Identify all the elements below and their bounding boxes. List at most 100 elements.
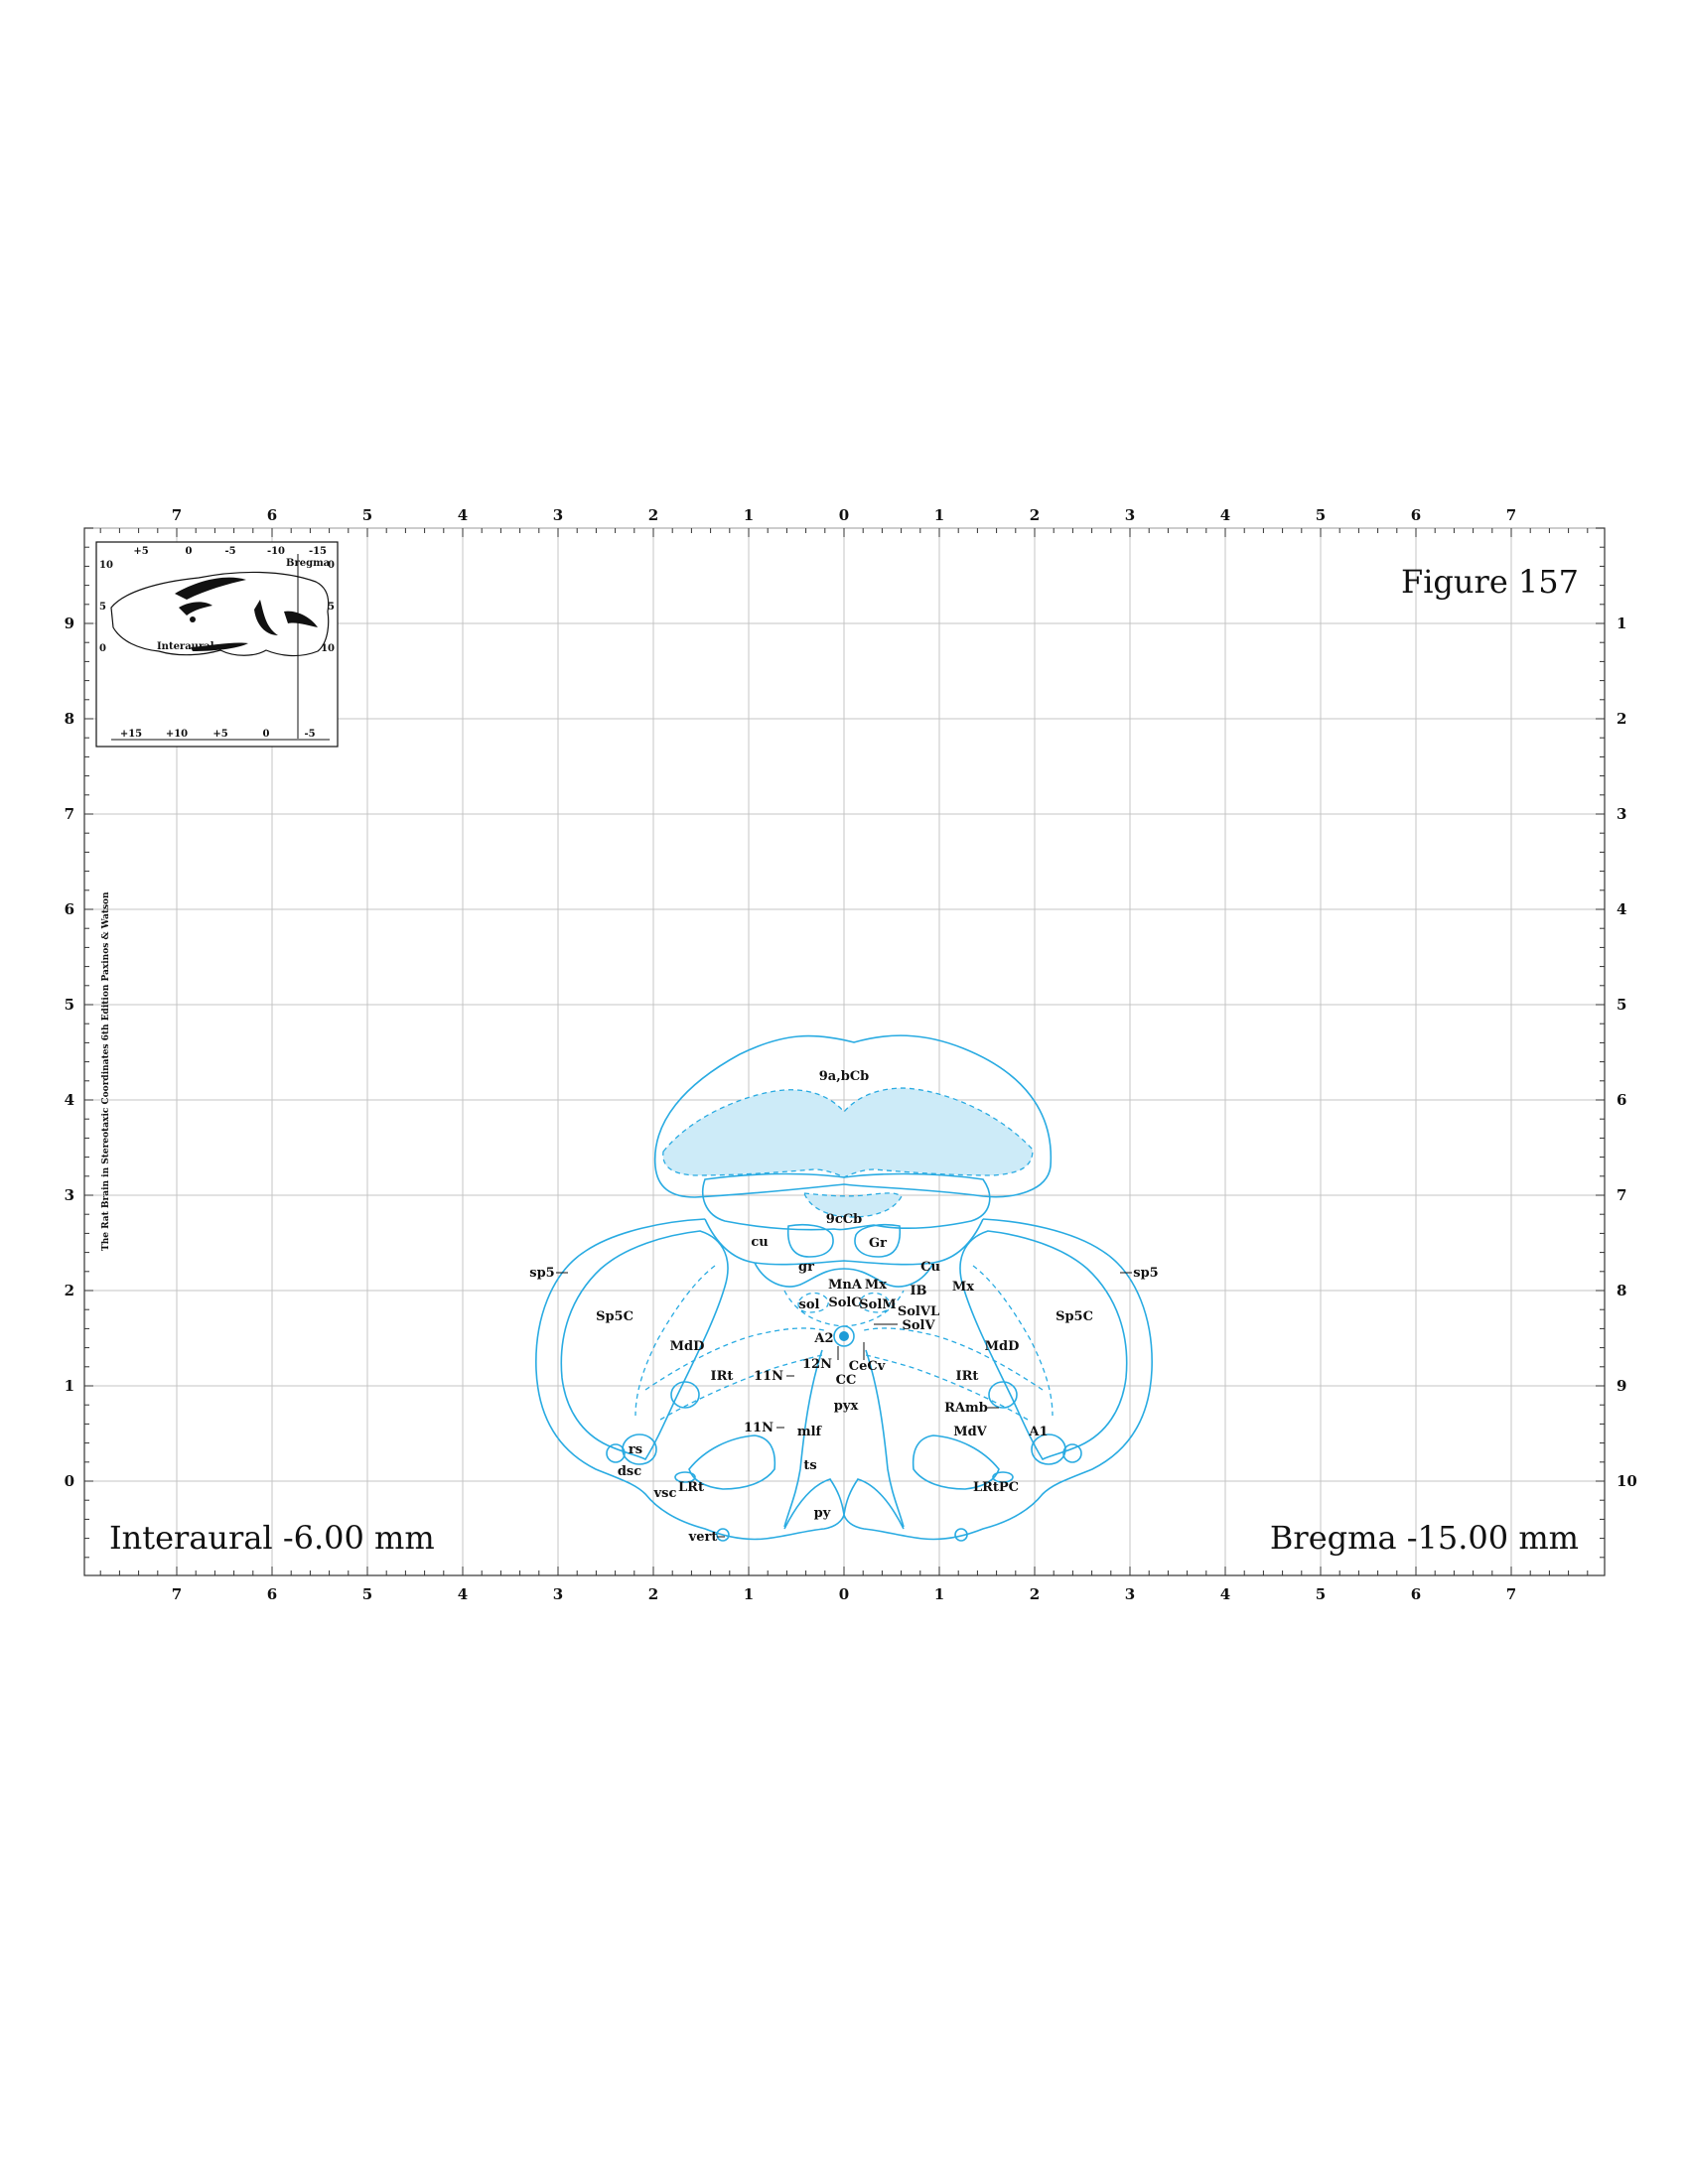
x-tick-bottom: 7 [1506, 1585, 1516, 1603]
dorsal-columns-outline [704, 1218, 984, 1266]
label-pyx: pyx [834, 1399, 859, 1414]
label-gr-nucleus: Gr [869, 1236, 887, 1251]
mdv-left-zone [688, 1434, 776, 1490]
y-tick-right: 10 [1617, 1472, 1637, 1490]
label-solc: SolC [828, 1296, 861, 1310]
cerebellum-9ab-outline [653, 1034, 1053, 1198]
irt-left-upper [644, 1327, 825, 1391]
label-ramb: RAmb [944, 1401, 988, 1416]
inset-left-tick: 5 [99, 602, 106, 613]
x-tick-bottom: 4 [1220, 1585, 1230, 1603]
y-tick-right: 6 [1617, 1091, 1626, 1109]
label-cc: CC [836, 1373, 857, 1388]
label-9c-cb: 9cCb [826, 1212, 862, 1227]
cerebellum-9c-white-matter [803, 1192, 903, 1218]
label-a1: A1 [1028, 1425, 1048, 1439]
inset-left-tick: 0 [99, 643, 106, 654]
x-tick-top: 3 [1125, 506, 1135, 524]
x-tick-bottom: 4 [458, 1585, 468, 1603]
inset-bottom-tick: +10 [166, 729, 188, 740]
inset-top-tick: -15 [309, 546, 327, 557]
label-a2: A2 [813, 1331, 833, 1346]
x-tick-top: 6 [1411, 506, 1421, 524]
x-tick-top: 3 [553, 506, 563, 524]
label-cu: cu [751, 1235, 768, 1250]
y-tick-left: 5 [65, 996, 74, 1014]
x-tick-bottom: 3 [553, 1585, 563, 1603]
x-tick-top: 7 [172, 506, 182, 524]
y-tick-left: 1 [65, 1377, 74, 1395]
midline-right [865, 1349, 905, 1528]
label-gr-tract: gr [798, 1260, 814, 1275]
midline-left [783, 1349, 823, 1528]
irt-left-lower [659, 1354, 823, 1421]
lrtpc-oval [992, 1471, 1014, 1483]
x-tick-top: 7 [1506, 506, 1516, 524]
label-mx-mid: Mx [865, 1278, 887, 1293]
label-sol: sol [799, 1297, 820, 1312]
inset-top-tick: 0 [186, 546, 193, 557]
rs-circle-left [622, 1433, 657, 1465]
sagittal-inset: +5 0 -5 -10 -15 +15 +10 +5 0 -5 10 5 0 0 5 10 Interaura… [95, 541, 339, 748]
label-irt-left: IRt [711, 1369, 734, 1384]
x-tick-bottom: 1 [744, 1585, 754, 1603]
label-irt-right: IRt [956, 1369, 979, 1384]
rs-circle-right [1031, 1433, 1066, 1465]
y-tick-right: 8 [1617, 1282, 1626, 1299]
label-sp5c-left: Sp5C [596, 1309, 633, 1324]
y-tick-left: 0 [65, 1472, 74, 1490]
inset-top-tick: -10 [267, 546, 285, 557]
label-ts: ts [803, 1458, 816, 1473]
inset-bottom-tick: -5 [304, 729, 315, 740]
x-tick-top: 5 [362, 506, 372, 524]
label-12n: 12N [802, 1357, 832, 1372]
y-tick-left: 9 [65, 614, 74, 632]
vert-circle-right [954, 1528, 968, 1542]
label-mx-right: Mx [952, 1280, 974, 1295]
y-tick-left: 7 [65, 805, 74, 823]
x-tick-top: 0 [839, 506, 849, 524]
x-tick-top: 1 [744, 506, 754, 524]
x-tick-top: 1 [934, 506, 944, 524]
label-9ab-cb: 9a,bCb [819, 1069, 870, 1084]
y-tick-right: 4 [1617, 900, 1626, 918]
label-mdd-left: MdD [670, 1339, 705, 1354]
central-canal-dot [839, 1331, 849, 1341]
x-tick-top: 6 [267, 506, 277, 524]
inset-top-tick: -5 [224, 546, 235, 557]
cerebellum-9c-outline [701, 1172, 991, 1231]
label-lrtpc: LRtPC [973, 1480, 1019, 1495]
label-solm: SolM [859, 1297, 896, 1312]
x-tick-top: 2 [1030, 506, 1040, 524]
central-canal-ring [833, 1325, 855, 1347]
bregma-label: Bregma -15.00 mm [1270, 1519, 1579, 1557]
gracile-right [854, 1223, 902, 1258]
label-cecv: CeCv [849, 1359, 886, 1374]
label-lrt: LRt [678, 1480, 704, 1495]
x-tick-bottom: 6 [267, 1585, 277, 1603]
y-tick-right: 2 [1617, 710, 1626, 728]
x-tick-top: 4 [1220, 506, 1230, 524]
label-py: py [814, 1506, 831, 1521]
label-sp5-left: sp5 [529, 1266, 554, 1281]
small-circle-left [606, 1443, 626, 1463]
label-sp5-right: sp5 [1133, 1266, 1158, 1281]
label-dsc: dsc [618, 1464, 641, 1479]
x-tick-bottom: 1 [934, 1585, 944, 1603]
y-tick-right: 9 [1617, 1377, 1626, 1395]
inset-bregma-label: Bregma [286, 558, 331, 569]
irt-right-lower [865, 1354, 1029, 1421]
inset-right-tick: 10 [321, 643, 335, 654]
brain-section [535, 1034, 1153, 1542]
circle-right-1 [988, 1381, 1018, 1409]
x-tick-top: 2 [648, 506, 658, 524]
label-solv: SolV [902, 1318, 935, 1333]
y-tick-left: 2 [65, 1282, 74, 1299]
x-tick-bottom: 7 [172, 1585, 182, 1603]
cerebellum-9ab-white-matter [662, 1087, 1034, 1178]
label-11n-upper: 11N [754, 1369, 783, 1384]
figure-title: Figure 157 [1401, 563, 1579, 601]
y-tick-left: 8 [65, 710, 74, 728]
y-tick-right: 3 [1617, 805, 1626, 823]
